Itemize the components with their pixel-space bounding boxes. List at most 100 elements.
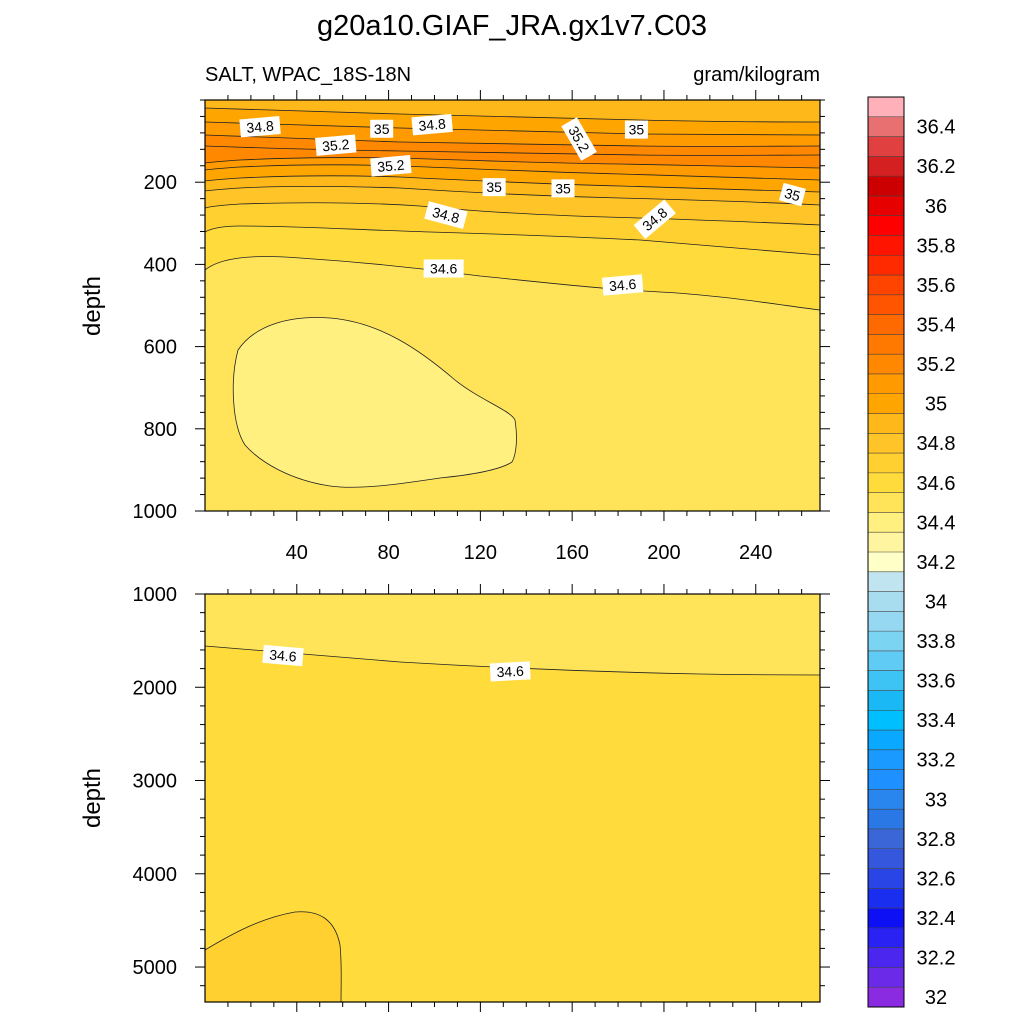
colorbar-bin <box>868 591 904 612</box>
contour-label: 34.6 <box>489 661 531 682</box>
chart-title: g20a10.GIAF_JRA.gx1v7.C03 <box>317 10 707 42</box>
colorbar-tick-label: 34 <box>925 591 947 613</box>
colorbar-bin <box>868 927 904 949</box>
lower-x-axis <box>227 584 803 1012</box>
contour-label: 34.6 <box>601 274 644 296</box>
y-tick-label: 800 <box>144 419 177 441</box>
contour-label-text: 35.2 <box>377 157 406 175</box>
contour-label: 35 <box>624 120 648 139</box>
colorbar-bin <box>868 868 904 889</box>
colorbar-bin <box>868 275 904 296</box>
contour-label-text: 34.6 <box>269 646 298 664</box>
colorbar-tick-label: 32.8 <box>917 829 956 851</box>
y-tick-label: 3000 <box>133 771 178 793</box>
upper-filled-contours <box>205 100 820 511</box>
colorbar-bin <box>868 690 904 711</box>
colorbar-bin <box>868 314 904 335</box>
variable-label: SALT, WPAC_18S-18N <box>205 64 411 86</box>
colorbar-tick-label: 32.2 <box>917 948 956 970</box>
contour-label: 35 <box>482 178 506 197</box>
colorbar-bin <box>868 255 904 276</box>
contour-label-text: 34.6 <box>608 276 637 294</box>
colorbar-bin <box>868 749 904 771</box>
colorbar-tick-label: 35.6 <box>917 275 956 297</box>
colorbar-tick-label: 35.4 <box>917 315 956 337</box>
colorbar-tick-label: 34.2 <box>917 552 956 574</box>
contour-label-text: 34.8 <box>431 204 462 227</box>
colorbar-bin <box>868 472 904 494</box>
contour-label: 35 <box>370 119 394 138</box>
units-label: gram/kilogram <box>693 64 820 86</box>
colorbar-bin <box>868 710 904 731</box>
colorbar-bin <box>868 670 904 691</box>
colorbar-bin <box>868 156 904 177</box>
contour-label-box <box>779 182 806 207</box>
upper-plot-frame <box>204 99 821 512</box>
colorbar-tick-label: 35 <box>925 394 947 416</box>
contour-label: 34.8 <box>239 116 281 138</box>
colorbar-bin <box>868 393 904 414</box>
colorbar-tick-label: 32.4 <box>917 908 956 930</box>
y-tick-label: 5000 <box>133 957 178 979</box>
colorbar-bin <box>868 769 904 790</box>
colorbar-bin <box>868 789 904 810</box>
contour-label-text: 35 <box>783 185 802 205</box>
contour-label-box <box>624 120 648 139</box>
colorbar-bin <box>868 433 904 454</box>
upper-y-axis-label: depth <box>79 276 106 336</box>
colorbar-tick-label: 36.2 <box>917 156 956 178</box>
y-tick-label: 2000 <box>133 677 178 699</box>
lower-y-axis-label: depth <box>79 768 106 828</box>
y-tick-label: 4000 <box>133 864 178 886</box>
colorbar-tick-label: 36 <box>925 196 947 218</box>
colorbar-tick-label: 33 <box>925 789 947 811</box>
colorbar-bin <box>868 848 904 869</box>
lower-y-axis: 1000 2000 3000 4000 5000 <box>133 584 830 987</box>
lower-fill-34.7-34.8 <box>205 911 342 1002</box>
upper-x-axis: 40 80 120 160 200 240 <box>227 90 803 564</box>
contour-label: 34.8 <box>411 113 453 136</box>
colorbar-bin <box>868 215 904 236</box>
colorbar-bin <box>868 947 904 968</box>
colorbar-tick-label: 34.6 <box>917 473 956 495</box>
contour-label: 34.6 <box>262 644 304 667</box>
colorbar-bin <box>868 987 904 1008</box>
contour-label-box <box>370 155 412 177</box>
contour-label-box <box>633 199 676 239</box>
contour-label: 35 <box>779 182 806 207</box>
colorbar-tick-label: 34.8 <box>917 433 956 455</box>
colorbar-tick-label: 33.4 <box>917 710 956 732</box>
upper-fill-35.2-35.3 <box>205 135 820 168</box>
colorbar-bin <box>868 195 904 217</box>
contour-label-box <box>239 116 281 138</box>
contour-label-text: 34.8 <box>418 115 447 133</box>
x-tick-label: 160 <box>555 542 588 564</box>
contour-label-text: 34.6 <box>430 261 457 277</box>
contour-label-box <box>482 178 506 197</box>
colorbar-bin <box>868 532 904 553</box>
contour-label-box <box>561 117 597 161</box>
colorbar-tick-label: 33.8 <box>917 631 956 653</box>
upper-y-axis: 200 400 600 800 1000 <box>133 99 830 523</box>
x-tick-label: 200 <box>647 542 680 564</box>
y-tick-label: 200 <box>144 172 177 194</box>
y-tick-label: 600 <box>144 337 177 359</box>
colorbar-bin <box>868 730 904 751</box>
colorbar-bin <box>868 334 904 355</box>
contour-label-box <box>489 661 531 682</box>
lower-fill-34.6-34.7 <box>205 646 820 1002</box>
colorbar-bin <box>868 967 904 988</box>
colorbar-bin <box>868 294 904 316</box>
upper-fill-34.2-34.4 <box>233 317 517 488</box>
y-tick-label: 400 <box>144 254 177 276</box>
colorbar-bin <box>868 571 904 592</box>
colorbar-tick-label: 36.4 <box>917 117 956 139</box>
contour-label-text: 34.8 <box>246 118 275 136</box>
y-tick-label: 1000 <box>133 501 178 523</box>
colorbar-tick-label: 35.2 <box>917 354 956 376</box>
colorbar-bin <box>868 413 904 434</box>
colorbar-tick-label: 32 <box>925 987 947 1009</box>
contour-label-box <box>370 119 394 138</box>
